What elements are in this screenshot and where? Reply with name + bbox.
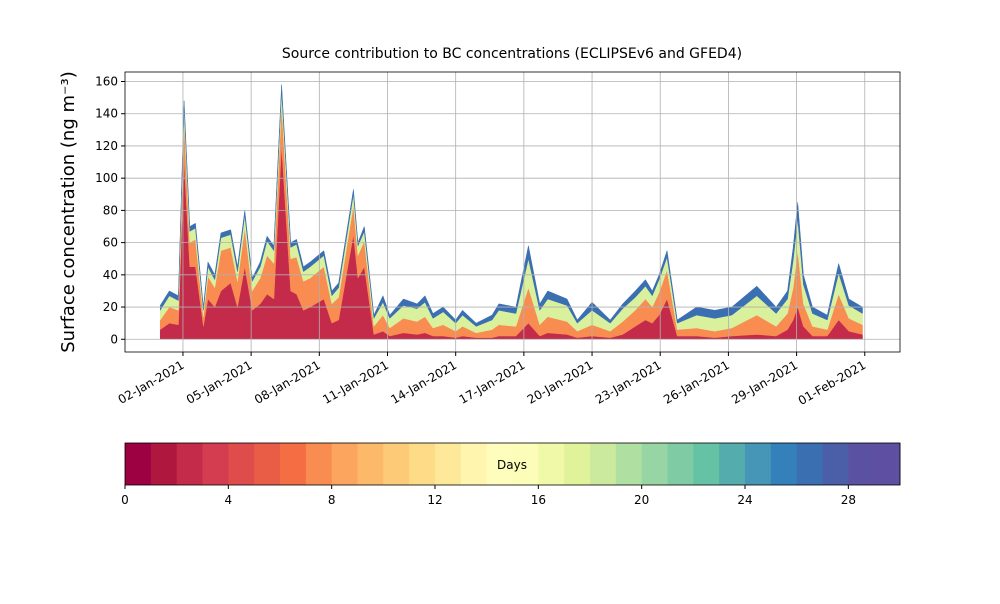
colorbar-tick-label: 28 xyxy=(841,493,856,507)
colorbar-cell xyxy=(564,443,591,485)
area-layer xyxy=(159,84,863,327)
colorbar-cell xyxy=(796,443,823,485)
x-tick-label: 02-Jan-2021 xyxy=(116,358,187,407)
y-tick-label: 60 xyxy=(103,236,118,250)
x-tick-label: 17-Jan-2021 xyxy=(457,358,528,407)
colorbar-cell xyxy=(641,443,668,485)
colorbar-cell xyxy=(409,443,436,485)
colorbar-cell xyxy=(486,443,513,485)
colorbar-cell xyxy=(254,443,281,485)
colorbar-cell xyxy=(538,443,565,485)
y-tick-label: 100 xyxy=(95,171,118,185)
colorbar-cell xyxy=(357,443,384,485)
x-tick-label: 29-Jan-2021 xyxy=(729,358,800,407)
colorbar-cell xyxy=(874,443,901,485)
colorbar-cell xyxy=(590,443,617,485)
colorbar-cell xyxy=(848,443,875,485)
y-tick-label: 40 xyxy=(103,268,118,282)
plot-frame xyxy=(124,71,901,353)
colorbar-cell xyxy=(176,443,203,485)
x-tick-label: 01-Feb-2021 xyxy=(796,358,869,408)
colorbar-cell xyxy=(615,443,643,485)
colorbar-cell xyxy=(745,443,772,485)
colorbar-cell xyxy=(383,443,410,485)
colorbar-tick-label: 12 xyxy=(427,493,442,507)
colorbar-tick-label: 4 xyxy=(225,493,233,507)
x-tick-label: 08-Jan-2021 xyxy=(252,358,323,407)
colorbar-cell xyxy=(719,443,746,485)
colorbar-cell xyxy=(822,443,849,485)
colorbar-tick-label: 24 xyxy=(737,493,752,507)
y-tick-label: 120 xyxy=(95,139,118,153)
colorbar-tick-label: 16 xyxy=(531,493,546,507)
y-tick-label: 20 xyxy=(103,300,118,314)
colorbar-cell xyxy=(693,443,720,485)
y-tick-label: 140 xyxy=(95,107,118,121)
x-tick-label: 14-Jan-2021 xyxy=(388,358,459,407)
colorbar-cell xyxy=(280,443,307,485)
x-tick-label: 26-Jan-2021 xyxy=(661,358,732,407)
colorbar-cell xyxy=(512,443,539,485)
colorbar-cell xyxy=(435,443,462,485)
colorbar-cell xyxy=(460,443,488,485)
colorbar-cell xyxy=(125,443,152,485)
colorbar-cell xyxy=(150,443,178,485)
y-tick-label: 160 xyxy=(95,75,118,89)
x-tick-label: 23-Jan-2021 xyxy=(593,358,664,407)
colorbar-frame xyxy=(124,442,901,486)
colorbar-cell xyxy=(331,443,358,485)
colorbar-tick-label: 20 xyxy=(634,493,649,507)
x-tick-label: 11-Jan-2021 xyxy=(320,358,391,407)
chart-title: Source contribution to BC concentrations… xyxy=(282,46,742,62)
y-tick-label: 0 xyxy=(110,332,118,346)
colorbar-cell xyxy=(228,443,255,485)
colorbar-tick-label: 0 xyxy=(121,493,129,507)
colorbar-cell xyxy=(202,443,229,485)
colorbar-tick-label: 8 xyxy=(328,493,336,507)
colorbar-label: Days xyxy=(497,458,527,472)
x-tick-label: 05-Jan-2021 xyxy=(184,358,255,407)
y-tick-label: 80 xyxy=(103,203,118,217)
x-tick-label: 20-Jan-2021 xyxy=(525,358,596,407)
colorbar-cell xyxy=(305,443,333,485)
colorbar-cell xyxy=(770,443,798,485)
colorbar-cell xyxy=(667,443,694,485)
y-axis-label: Surface concentration (ng m⁻³) xyxy=(58,71,79,353)
